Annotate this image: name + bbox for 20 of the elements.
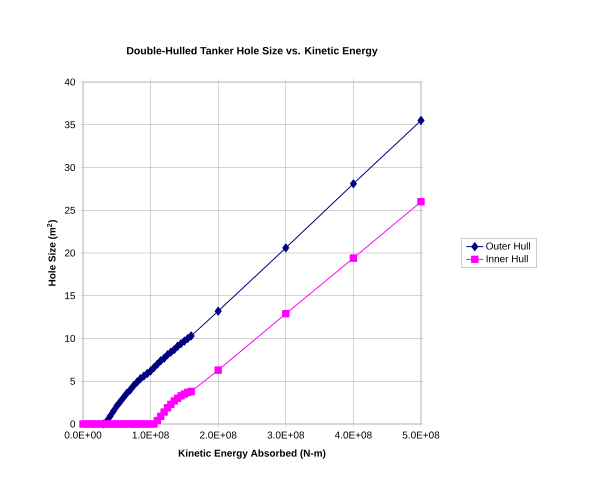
x-tick-label: 1.0E+08	[132, 432, 169, 439]
x-tick-label: 2.0E+08	[200, 432, 236, 439]
y-tick-label: 0	[70, 420, 76, 428]
x-axis-title: Kinetic Energy Absorbed (N-m)	[178, 449, 326, 459]
x-tick-label: 4.0E+08	[334, 432, 372, 439]
chart-title: Double-Hulled Tanker Hole Size vs. Kinetic Energy	[127, 46, 378, 57]
x-tick-label: 3.0E+08	[267, 432, 304, 439]
y-tick-label: 35	[64, 121, 76, 128]
y-tick-label: 20	[64, 249, 76, 257]
legend-label: Outer Hull	[486, 242, 530, 250]
x-tick-label: 0.0E+00	[64, 432, 102, 439]
y-tick-label: 5	[70, 378, 76, 385]
y-tick-label: 30	[64, 164, 76, 172]
x-tick-label: 5.0E+08	[402, 432, 440, 439]
y-tick-label: 15	[65, 292, 76, 300]
y-tick-label: 25	[64, 206, 76, 214]
legend-label: Inner Hull	[486, 254, 528, 262]
y-tick-label: 10	[65, 334, 76, 342]
y-tick-label: 40	[64, 78, 76, 86]
y-axis-title: Hole Size (m$^{2}$)	[47, 220, 58, 286]
